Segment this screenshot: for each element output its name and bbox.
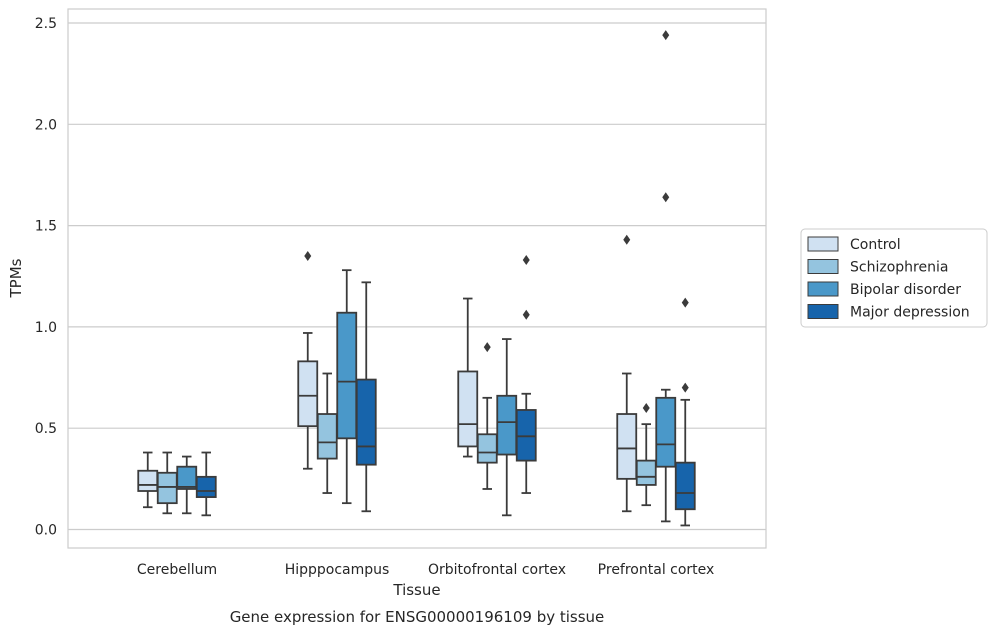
- y-tick-labels: 0.0 0.5 1.0 1.5 2.0 2.5: [35, 16, 57, 539]
- x-tick-label: Orbitofrontal cortex: [428, 562, 566, 578]
- outlier-point: [623, 235, 630, 245]
- x-tick-label: Cerebellum: [137, 562, 217, 578]
- box-iqr: [637, 461, 656, 485]
- outlier-point: [523, 255, 530, 265]
- legend-label: Major depression: [850, 305, 970, 321]
- box-iqr: [656, 398, 675, 467]
- legend-swatch: [808, 282, 838, 296]
- box-schizophrenia: [637, 403, 656, 505]
- box-plot-chart: 0.0 0.5 1.0 1.5 2.0 2.5 Cerebellum Hipppocampu…: [0, 0, 997, 634]
- box-bipolar-disorder: [177, 457, 196, 514]
- outlier-point: [662, 30, 669, 40]
- y-tick-label: 2.5: [35, 16, 57, 32]
- boxes: [138, 30, 695, 525]
- outlier-point: [484, 342, 491, 352]
- box-iqr: [676, 463, 695, 510]
- y-tick-label: 2.0: [35, 117, 57, 133]
- box-control: [298, 251, 317, 469]
- legend-swatch: [808, 237, 838, 251]
- box-schizophrenia: [158, 453, 177, 514]
- box-iqr: [197, 477, 216, 497]
- outlier-point: [662, 192, 669, 202]
- y-tick-label: 0.0: [35, 523, 57, 539]
- box-iqr: [497, 396, 516, 455]
- legend-label: Bipolar disorder: [850, 282, 961, 298]
- box-iqr: [158, 473, 177, 503]
- legend-swatch: [808, 260, 838, 274]
- outlier-point: [682, 298, 689, 308]
- legend: Control Schizophrenia Bipolar disorder Majo…: [801, 229, 987, 327]
- y-tick-label: 1.5: [35, 219, 57, 235]
- box-iqr: [478, 434, 497, 462]
- y-tick-label: 1.0: [35, 320, 57, 336]
- box-iqr: [617, 414, 636, 479]
- box-iqr: [177, 467, 196, 489]
- box-iqr: [517, 410, 536, 461]
- box-major-depression: [197, 453, 216, 516]
- x-axis-label: Tissue: [392, 581, 440, 599]
- box-control: [138, 453, 157, 508]
- box-iqr: [138, 471, 157, 491]
- box-bipolar-disorder: [497, 339, 516, 515]
- box-iqr: [298, 361, 317, 426]
- y-tick-label: 0.5: [35, 421, 57, 437]
- box-schizophrenia: [478, 342, 497, 489]
- outlier-point: [643, 403, 650, 413]
- legend-label: Schizophrenia: [850, 260, 948, 276]
- box-control: [458, 299, 477, 457]
- x-tick-label: Prefrontal cortex: [598, 562, 715, 578]
- box-control: [617, 235, 636, 511]
- x-tick-label: Hipppocampus: [285, 562, 390, 578]
- box-major-depression: [676, 298, 695, 526]
- outlier-point: [682, 383, 689, 393]
- box-iqr: [337, 313, 356, 439]
- y-axis-label: TPMs: [7, 258, 25, 298]
- box-major-depression: [357, 282, 376, 511]
- box-major-depression: [517, 255, 536, 493]
- chart-caption: Gene expression for ENSG00000196109 by t…: [230, 608, 605, 626]
- x-tick-labels: Cerebellum Hipppocampus Orbitofrontal cort…: [137, 562, 714, 578]
- outlier-point: [304, 251, 311, 261]
- box-iqr: [318, 414, 337, 459]
- box-bipolar-disorder: [337, 270, 356, 503]
- box-iqr: [357, 380, 376, 465]
- box-schizophrenia: [318, 373, 337, 493]
- legend-swatch: [808, 305, 838, 319]
- box-bipolar-disorder: [656, 30, 675, 521]
- outlier-point: [523, 310, 530, 320]
- box-iqr: [458, 371, 477, 446]
- legend-label: Control: [850, 237, 901, 253]
